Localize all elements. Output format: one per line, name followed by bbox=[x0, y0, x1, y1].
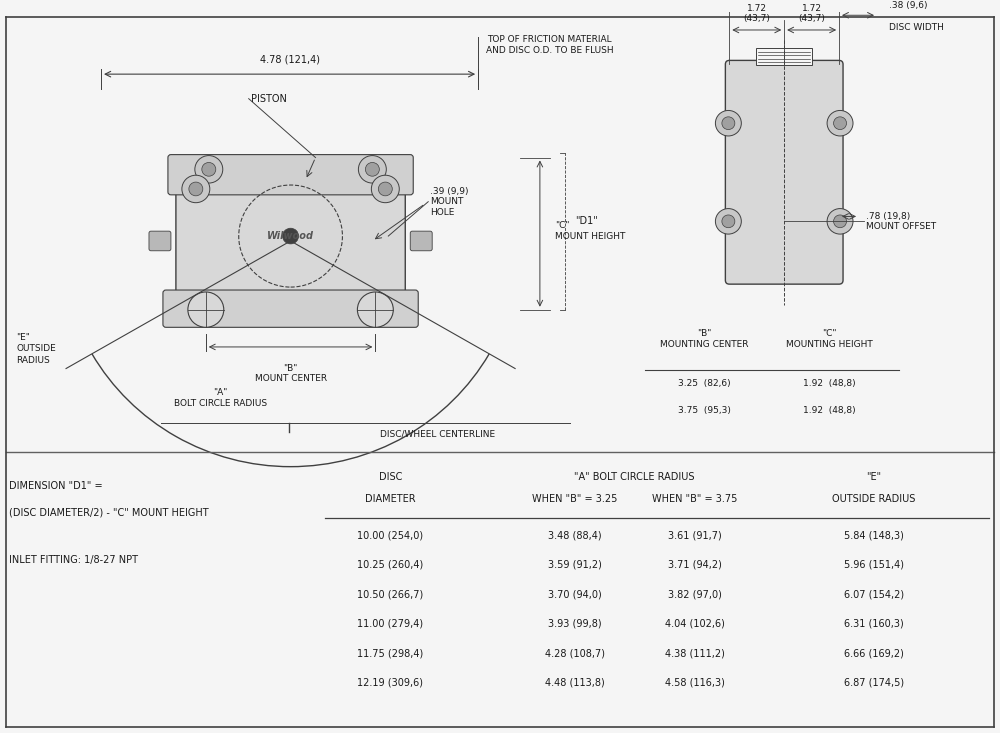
Text: "B"
MOUNTING CENTER: "B" MOUNTING CENTER bbox=[660, 329, 749, 349]
Text: OUTSIDE RADIUS: OUTSIDE RADIUS bbox=[832, 494, 916, 504]
Text: DIAMETER: DIAMETER bbox=[365, 494, 416, 504]
Text: 3.71 (94,2): 3.71 (94,2) bbox=[668, 560, 721, 570]
FancyBboxPatch shape bbox=[163, 290, 418, 328]
Text: 6.07 (154,2): 6.07 (154,2) bbox=[844, 589, 904, 600]
Circle shape bbox=[715, 209, 741, 234]
Text: 12.19 (309,6): 12.19 (309,6) bbox=[357, 677, 423, 688]
Text: 3.48 (88,4): 3.48 (88,4) bbox=[548, 531, 602, 540]
Text: 4.78 (121,4): 4.78 (121,4) bbox=[260, 54, 320, 65]
Circle shape bbox=[722, 117, 735, 130]
Text: 6.31 (160,3): 6.31 (160,3) bbox=[844, 619, 904, 629]
Text: 3.61 (91,7): 3.61 (91,7) bbox=[668, 531, 721, 540]
Circle shape bbox=[195, 155, 223, 183]
Text: PISTON: PISTON bbox=[251, 94, 287, 103]
Text: 11.75 (298,4): 11.75 (298,4) bbox=[357, 648, 423, 658]
Circle shape bbox=[365, 163, 379, 176]
Text: (DISC DIAMETER/2) - "C" MOUNT HEIGHT: (DISC DIAMETER/2) - "C" MOUNT HEIGHT bbox=[9, 508, 209, 518]
Circle shape bbox=[371, 175, 399, 203]
FancyBboxPatch shape bbox=[176, 182, 405, 300]
FancyBboxPatch shape bbox=[168, 155, 413, 195]
Text: 4.04 (102,6): 4.04 (102,6) bbox=[665, 619, 724, 629]
Text: 10.25 (260,4): 10.25 (260,4) bbox=[357, 560, 423, 570]
Circle shape bbox=[722, 215, 735, 228]
Text: 11.00 (279,4): 11.00 (279,4) bbox=[357, 619, 423, 629]
Text: 3.70 (94,0): 3.70 (94,0) bbox=[548, 589, 602, 600]
Circle shape bbox=[283, 228, 299, 244]
Text: "C"
MOUNT HEIGHT: "C" MOUNT HEIGHT bbox=[555, 221, 625, 241]
Circle shape bbox=[357, 292, 393, 328]
Text: Wilwood: Wilwood bbox=[267, 231, 314, 241]
Text: WHEN "B" = 3.75: WHEN "B" = 3.75 bbox=[652, 494, 737, 504]
Text: "C"
MOUNTING HEIGHT: "C" MOUNTING HEIGHT bbox=[786, 329, 872, 349]
Circle shape bbox=[202, 163, 216, 176]
Circle shape bbox=[715, 111, 741, 136]
Text: "A"
BOLT CIRCLE RADIUS: "A" BOLT CIRCLE RADIUS bbox=[174, 388, 267, 408]
Text: 6.87 (174,5): 6.87 (174,5) bbox=[844, 677, 904, 688]
Text: .78 (19,8)
MOUNT OFFSET: .78 (19,8) MOUNT OFFSET bbox=[866, 212, 936, 231]
Text: "B"
MOUNT CENTER: "B" MOUNT CENTER bbox=[255, 364, 327, 383]
Text: WHEN "B" = 3.25: WHEN "B" = 3.25 bbox=[532, 494, 617, 504]
Text: 3.75  (95,3): 3.75 (95,3) bbox=[678, 406, 731, 415]
Text: .38 (9,6): .38 (9,6) bbox=[889, 1, 927, 10]
Text: 3.93 (99,8): 3.93 (99,8) bbox=[548, 619, 602, 629]
Text: DISC WIDTH: DISC WIDTH bbox=[889, 23, 944, 32]
Text: .39 (9,9)
MOUNT
HOLE: .39 (9,9) MOUNT HOLE bbox=[430, 187, 469, 217]
Text: DISC/WHEEL CENTERLINE: DISC/WHEEL CENTERLINE bbox=[380, 430, 495, 438]
Text: INLET FITTING: 1/8-27 NPT: INLET FITTING: 1/8-27 NPT bbox=[9, 555, 138, 565]
Circle shape bbox=[827, 111, 853, 136]
Text: 10.50 (266,7): 10.50 (266,7) bbox=[357, 589, 423, 600]
Circle shape bbox=[182, 175, 210, 203]
Text: 4.38 (111,2): 4.38 (111,2) bbox=[665, 648, 724, 658]
Text: 5.84 (148,3): 5.84 (148,3) bbox=[844, 531, 904, 540]
Text: "E": "E" bbox=[866, 471, 882, 482]
Text: 4.28 (108,7): 4.28 (108,7) bbox=[545, 648, 605, 658]
Text: 5.96 (151,4): 5.96 (151,4) bbox=[844, 560, 904, 570]
Text: 1.72
(43,7): 1.72 (43,7) bbox=[743, 4, 770, 23]
Bar bbox=[756, 48, 812, 65]
Text: 1.92  (48,8): 1.92 (48,8) bbox=[803, 406, 855, 415]
Text: 4.58 (116,3): 4.58 (116,3) bbox=[665, 677, 724, 688]
Circle shape bbox=[358, 155, 386, 183]
Text: 10.00 (254,0): 10.00 (254,0) bbox=[357, 531, 423, 540]
FancyBboxPatch shape bbox=[410, 231, 432, 251]
Circle shape bbox=[378, 182, 392, 196]
Text: "D1": "D1" bbox=[575, 216, 598, 226]
Text: TOP OF FRICTION MATERIAL
AND DISC O.D. TO BE FLUSH: TOP OF FRICTION MATERIAL AND DISC O.D. T… bbox=[486, 35, 614, 55]
Text: "E"
OUTSIDE
RADIUS: "E" OUTSIDE RADIUS bbox=[16, 334, 56, 364]
Text: 3.59 (91,2): 3.59 (91,2) bbox=[548, 560, 602, 570]
Text: 1.92  (48,8): 1.92 (48,8) bbox=[803, 379, 855, 388]
Circle shape bbox=[834, 117, 847, 130]
Text: DIMENSION "D1" =: DIMENSION "D1" = bbox=[9, 482, 103, 491]
Circle shape bbox=[827, 209, 853, 234]
FancyBboxPatch shape bbox=[725, 60, 843, 284]
Text: 4.48 (113,8): 4.48 (113,8) bbox=[545, 677, 605, 688]
Text: 3.82 (97,0): 3.82 (97,0) bbox=[668, 589, 721, 600]
Text: 3.25  (82,6): 3.25 (82,6) bbox=[678, 379, 731, 388]
Text: DISC: DISC bbox=[379, 471, 402, 482]
Circle shape bbox=[834, 215, 847, 228]
Circle shape bbox=[188, 292, 224, 328]
Text: 6.66 (169,2): 6.66 (169,2) bbox=[844, 648, 904, 658]
Text: "A" BOLT CIRCLE RADIUS: "A" BOLT CIRCLE RADIUS bbox=[574, 471, 695, 482]
FancyBboxPatch shape bbox=[149, 231, 171, 251]
Circle shape bbox=[189, 182, 203, 196]
Text: 1.72
(43,7): 1.72 (43,7) bbox=[798, 4, 825, 23]
